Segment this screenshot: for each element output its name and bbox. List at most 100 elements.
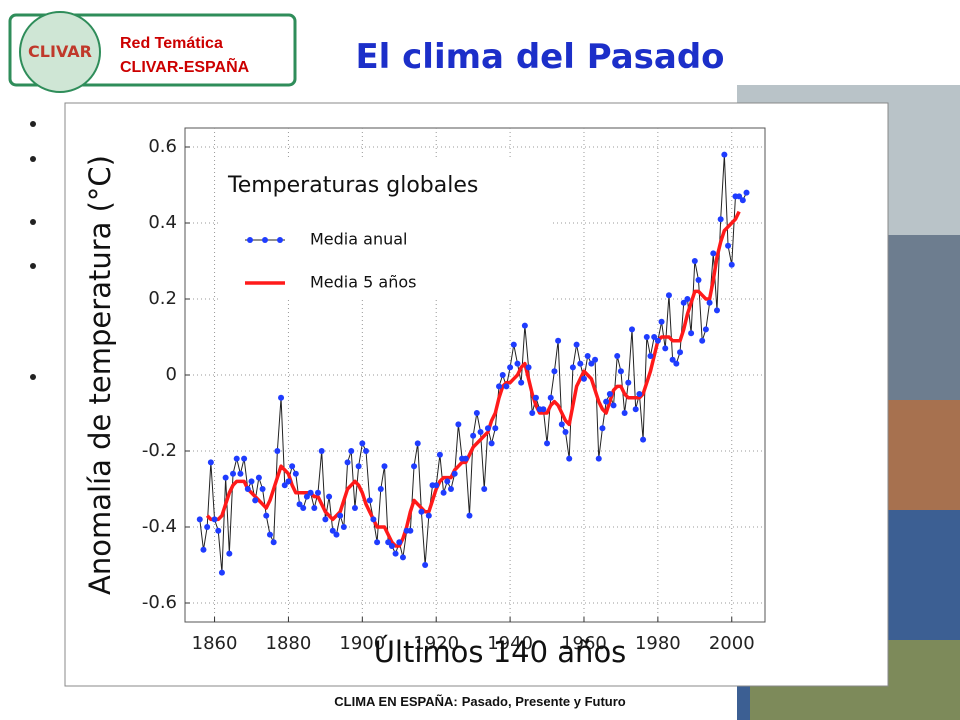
legend-marker	[262, 237, 268, 243]
legend-box	[218, 160, 553, 300]
data-point	[592, 356, 599, 363]
logo-mark: CLIVAR	[28, 42, 92, 61]
data-point	[665, 292, 672, 299]
data-point	[599, 425, 606, 432]
data-point	[292, 470, 299, 477]
footer-text: Pasado, Presente y Futuro	[462, 694, 626, 709]
bullet	[30, 156, 36, 162]
data-point	[514, 360, 521, 367]
data-point	[385, 539, 392, 546]
footer-bold: CLIMA EN ESPAÑA:	[334, 694, 458, 709]
data-point	[337, 512, 344, 519]
data-point	[562, 429, 569, 435]
data-point	[444, 478, 451, 485]
x-tick-label: 2000	[709, 633, 755, 654]
data-point	[399, 554, 406, 561]
data-point	[204, 524, 211, 530]
data-point	[610, 402, 617, 409]
data-point	[725, 242, 732, 249]
legend-entry: Media anual	[245, 230, 407, 249]
data-point	[695, 277, 702, 283]
data-point	[544, 440, 551, 447]
data-point	[411, 463, 418, 470]
data-point	[351, 505, 358, 511]
bullet	[30, 374, 36, 380]
data-point	[580, 375, 587, 382]
data-point	[706, 299, 713, 306]
data-point	[314, 489, 321, 496]
data-point	[422, 562, 429, 568]
data-point	[374, 539, 381, 546]
data-point	[274, 448, 281, 454]
data-point	[455, 421, 462, 428]
data-point	[636, 391, 643, 397]
data-point	[348, 448, 355, 454]
y-tick-label: 0.6	[148, 136, 177, 157]
data-point	[218, 569, 225, 576]
data-point	[669, 356, 676, 363]
x-tick-label: 1880	[266, 633, 312, 654]
legend-title: Temperaturas globales	[227, 173, 478, 198]
data-point	[540, 406, 547, 413]
data-point	[677, 349, 684, 356]
legend-label: Media 5 años	[310, 273, 416, 292]
data-point	[451, 470, 458, 477]
y-tick-label: 0.4	[148, 212, 177, 233]
y-tick-label: -0.4	[142, 516, 177, 537]
data-point	[381, 463, 388, 470]
data-point	[366, 497, 373, 504]
data-point	[654, 337, 661, 344]
x-tick-label: 1980	[635, 633, 681, 654]
data-point	[743, 189, 750, 196]
data-point	[222, 474, 229, 481]
data-point	[588, 360, 595, 367]
data-point	[462, 455, 469, 462]
grid: -0.6 -0.4 -0.2 0 0.2 0.4 0.6 1860 1880 1900 1920 19…	[142, 128, 765, 654]
data-point	[721, 151, 728, 158]
data-point	[414, 440, 421, 447]
data-point	[717, 216, 724, 223]
data-point	[436, 451, 443, 458]
data-point	[688, 330, 695, 337]
data-point	[477, 429, 484, 435]
data-point	[278, 394, 285, 401]
data-point	[739, 197, 746, 204]
data-point	[363, 448, 370, 454]
data-point	[496, 383, 503, 390]
x-tick-label: 1940	[487, 633, 533, 654]
data-point	[425, 512, 432, 519]
data-point	[470, 432, 477, 439]
data-point	[555, 337, 562, 344]
data-point	[603, 398, 610, 405]
data-point	[532, 394, 539, 401]
data-point	[329, 527, 336, 534]
data-point	[577, 360, 584, 367]
bullet	[30, 219, 36, 225]
data-point	[547, 394, 554, 401]
data-point	[521, 322, 528, 329]
legend-marker	[247, 237, 253, 243]
data-point	[518, 379, 525, 386]
data-point	[440, 489, 447, 496]
data-point	[662, 345, 669, 352]
data-point	[263, 512, 270, 519]
y-tick-label: -0.6	[142, 592, 177, 613]
data-point	[466, 512, 473, 519]
y-tick-label: 0.2	[148, 288, 177, 309]
data-point	[392, 550, 399, 557]
data-point	[529, 410, 536, 416]
data-point	[370, 516, 377, 523]
data-point	[340, 524, 347, 530]
data-point	[241, 455, 248, 462]
logo-text: Red Temática	[120, 35, 223, 52]
x-tick-label: 1960	[561, 633, 607, 654]
data-point	[396, 539, 403, 546]
data-point	[355, 463, 362, 470]
data-point	[710, 250, 717, 257]
data-point	[200, 546, 207, 553]
data-point	[510, 341, 517, 348]
footer: CLIMA EN ESPAÑA: Pasado, Presente y Futur…	[334, 694, 626, 709]
data-point	[237, 470, 244, 477]
data-point	[684, 296, 691, 302]
